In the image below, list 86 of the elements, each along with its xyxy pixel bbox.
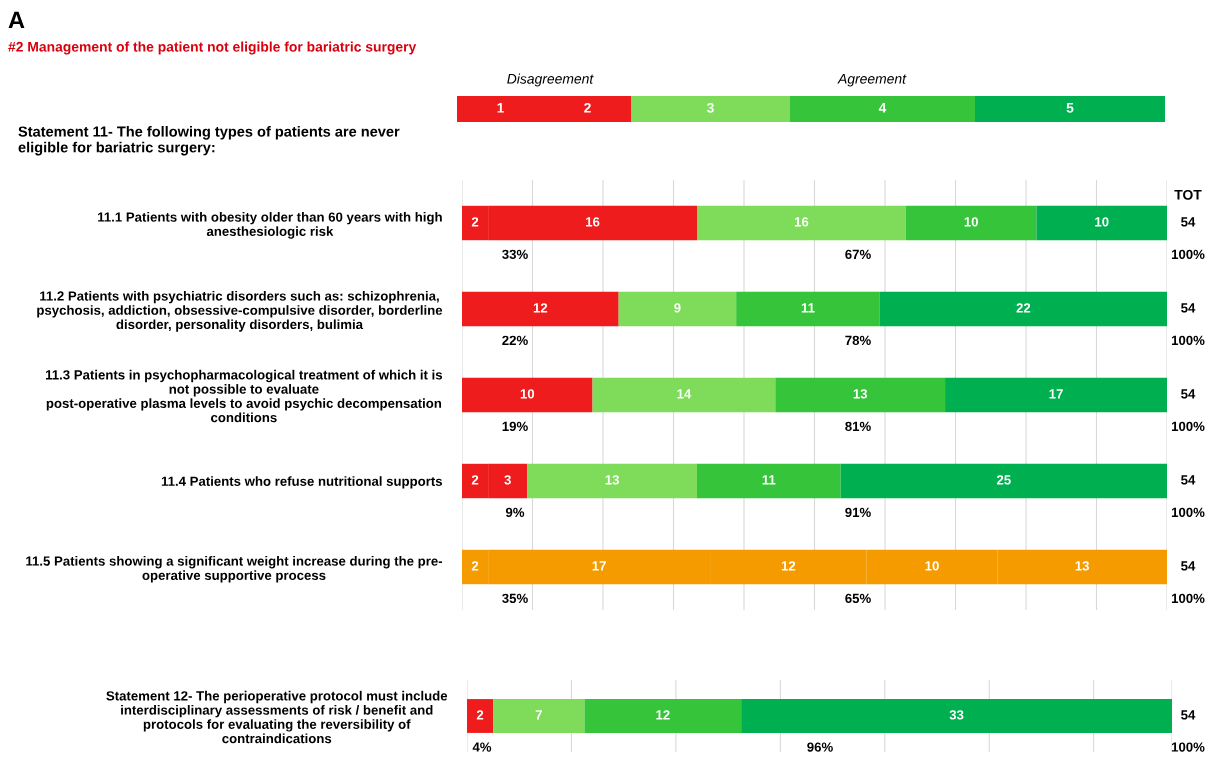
text: 100% [1171,507,1205,518]
bar [592,377,776,413]
annotation: 81% [845,421,871,432]
annotation: 33% [502,249,528,260]
data-label: 25 [996,475,1011,485]
y-tick-label: 11.1 Patients with obesity older than 60 years with high anesthesiologic risk [98,212,442,239]
text: 100% [1171,249,1205,260]
annotation: 100% [1171,742,1205,752]
y-tick-label: Statement 12- The perioperative protocol must include interdisciplinary assessments of risk / benefit and protocols for evaluating the reversibility of contraindications [106,690,448,744]
data-label: 13 [853,389,868,399]
annotation: 35% [502,593,528,604]
y-tick-label: 11.2 Patients with psychiatric disorders such as: schizophrenia, psychosis, addiction, obsessive-compulsive disorder, borderline disorder, personality disorders, bulimia [37,290,443,332]
data-label: 12 [656,710,670,720]
text: TOT [1174,189,1202,200]
bar [1036,205,1167,241]
data-label: 3 [504,475,511,485]
data-label: 2 [471,475,479,485]
data-label: 10 [925,561,939,571]
text: 2 [584,102,591,113]
bar [618,291,737,327]
annotation: 78% [845,335,871,346]
y-tick-label: 11.4 Patients who refuse nutritional supports [161,476,443,489]
bar [697,463,841,499]
data-label: 13 [605,475,619,485]
data-label: 10 [1095,217,1109,227]
total-label: 54 [1181,561,1196,571]
data-label: 16 [794,217,809,227]
annotation: 91% [845,507,871,518]
bar [840,463,1167,499]
total-label: 54 [1181,389,1196,399]
text: 100% [1171,335,1205,346]
data-label: 22 [1016,303,1031,313]
data-label: 13 [1075,561,1089,571]
data-label: 2 [471,217,479,227]
data-label: 17 [1049,389,1063,399]
total-label: 54 [1181,217,1196,227]
text: 1 [497,103,504,113]
annotation: 96% [807,742,833,752]
bar [697,205,906,241]
annotation: 19% [502,421,528,432]
data-label: 12 [781,561,796,571]
text: Agreement [837,74,907,87]
annotation: 4% [472,742,492,752]
text: 100% [1171,421,1205,432]
data-label: 2 [471,561,479,571]
data-label: 10 [964,217,978,227]
text: 5 [1066,103,1074,113]
data-label: 14 [677,389,692,399]
bar [879,291,1167,327]
bar [462,377,593,413]
annotation: 67% [845,249,871,260]
bar [584,699,742,733]
text: 4 [878,103,887,113]
bar [775,377,946,413]
text: Disagreement [507,73,594,87]
data-label: 11 [801,303,815,313]
data-label: 9 [674,303,681,313]
annotation: 22% [502,335,528,345]
bar [741,699,1172,733]
data-label: 12 [533,303,548,313]
bar [945,377,1167,413]
data-label: 11 [762,475,776,485]
data-label: 2 [476,710,484,720]
data-label: 33 [949,710,964,720]
data-label: 10 [520,389,535,399]
total-label: 54 [1181,303,1196,313]
annotation: 65% [845,593,871,604]
y-tick-label: 11.3 Patients in psychopharmacological treatment of which it is not possible to evaluate post-operative plasma levels to avoid psychic decompensation conditions [46,369,443,423]
text: A [8,11,25,29]
total-label: 54 [1181,710,1196,720]
text: 3 [706,102,714,113]
total-label: 54 [1181,475,1196,485]
y-tick-label: 11.5 Patients showing a significant weight increase during the pre- operative supportive process [26,556,443,583]
data-label: 7 [535,710,542,720]
text: Statement 11- The following types of patients are never eligible for bariatric surgery: [18,126,400,156]
bar [493,699,585,733]
bar [736,291,880,327]
text: 100% [1171,593,1205,604]
bar [905,205,1037,241]
data-label: 16 [586,217,600,227]
bar [527,463,697,499]
text: #2 Management of the patient not eligible for bariatric surgery [8,41,417,55]
annotation: 9% [505,507,525,518]
data-label: 17 [592,561,606,571]
bar [467,699,494,733]
bar [462,291,619,327]
